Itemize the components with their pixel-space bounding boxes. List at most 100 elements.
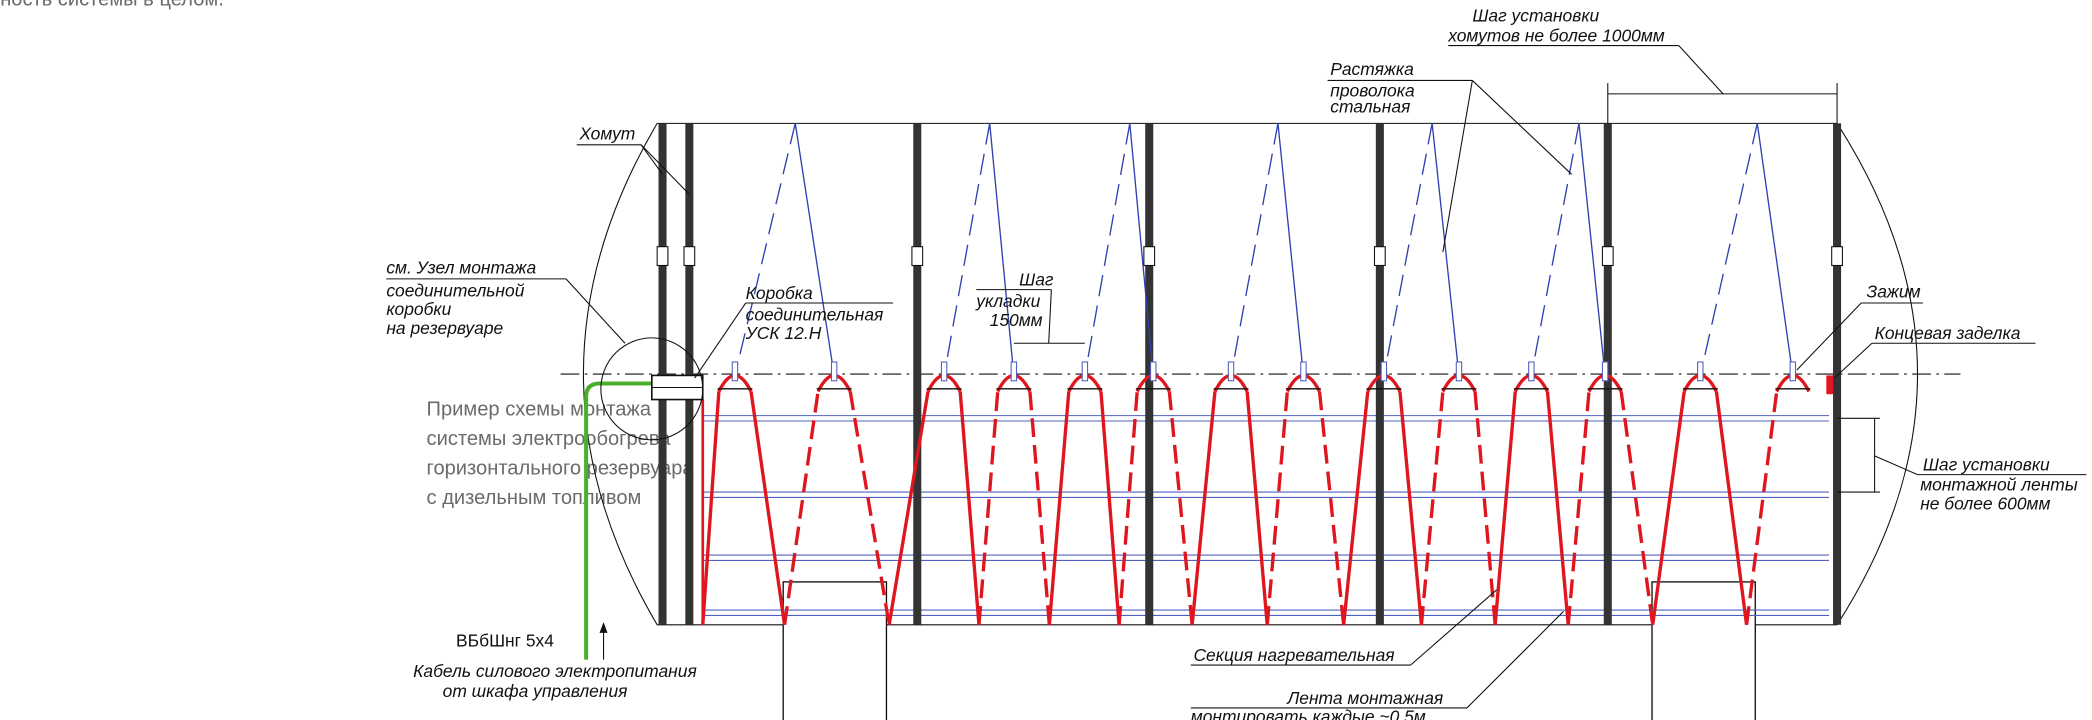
label: соединительной (386, 280, 524, 300)
grip (940, 361, 948, 382)
heat-leg (1566, 391, 1591, 625)
leader (565, 278, 626, 344)
heat-leg (782, 391, 820, 626)
clamp-band (1833, 123, 1842, 625)
clamp-band (913, 123, 922, 625)
grip (1455, 361, 1463, 382)
grip (1697, 361, 1704, 382)
guy-wires (734, 123, 1794, 376)
heat-leg (1028, 391, 1052, 625)
heat-leg (1341, 391, 1370, 625)
leader (1834, 342, 1873, 379)
heat-leg (1398, 391, 1424, 625)
label: Коробка (746, 283, 813, 303)
caption-line: системы электрообогрева (427, 428, 672, 450)
clamp-band (1145, 123, 1154, 625)
support (1651, 581, 1756, 720)
label: см. Узел монтажа (386, 258, 536, 278)
guy-wire (1084, 123, 1131, 376)
leaders (386, 45, 2087, 709)
label: проволока (1330, 81, 1415, 101)
tank (560, 122, 1961, 720)
label: 150мм (990, 310, 1043, 330)
heat-leg (1265, 391, 1290, 625)
heat-leg (1473, 391, 1497, 625)
guy-wire (1530, 123, 1580, 376)
label: УСК 12.Н (745, 323, 822, 343)
detail-circle (600, 337, 704, 441)
guy-wire (1129, 123, 1154, 376)
guy-wire (1699, 123, 1758, 376)
grip (830, 361, 838, 382)
guy-wire (1383, 123, 1433, 376)
label: Шаг установки (1472, 5, 1599, 25)
grip (1227, 361, 1235, 382)
guy-wire (794, 123, 835, 376)
clamp-bolt (656, 246, 669, 267)
label: монтировать каждые ~0,5м (1191, 707, 1426, 720)
leader (1410, 589, 1497, 666)
heat-leg (749, 391, 787, 626)
tank-left-dome (582, 123, 658, 626)
clamp-bolt (683, 246, 696, 267)
heat-leg (701, 391, 721, 625)
heat-leg (1047, 391, 1071, 625)
label: Шаг установки (1923, 455, 2050, 475)
leader (694, 302, 747, 379)
label: Зажим (1867, 282, 1921, 302)
label: Секция нагревательная (1193, 645, 1394, 665)
green-cable (584, 381, 652, 660)
grip (1528, 361, 1535, 382)
label: на резервуаре (386, 318, 503, 338)
grip (1300, 361, 1307, 382)
heat-leg (1714, 391, 1749, 626)
label: ВБбШнг 5х4 (456, 630, 554, 650)
label: укладки (975, 291, 1040, 311)
label: Шаг (1019, 270, 1054, 290)
arrow-head (599, 622, 608, 633)
heat-leg (958, 391, 981, 625)
label: Концевая заделка (1875, 323, 2021, 343)
grip (731, 361, 739, 382)
grip (1789, 361, 1797, 382)
label: монтажной ленты (1920, 475, 2078, 495)
heat-leg (887, 391, 930, 626)
grip (1010, 361, 1018, 382)
leader (1442, 80, 1473, 253)
leader (640, 144, 690, 195)
guy-wire (989, 123, 1015, 376)
guy-wire (1431, 123, 1460, 376)
labels: Хомут см. Узел монтажа соединительной ко… (386, 5, 2077, 720)
leader (1678, 45, 1724, 95)
heat-leg (1493, 391, 1517, 625)
support (782, 581, 888, 720)
clamp-bolt (1373, 246, 1386, 267)
heat-leg (1744, 391, 1779, 626)
power-cable (584, 337, 704, 660)
guy-wire (1578, 123, 1606, 376)
leader (1472, 80, 1572, 175)
leader (1796, 302, 1862, 371)
heat-leg (1117, 391, 1139, 625)
caption-line: Пример схемы монтажа (427, 399, 652, 421)
label: стальная (1330, 97, 1410, 117)
heat-leg (1419, 391, 1445, 625)
heat-leg (1167, 391, 1194, 625)
heat-leg (1099, 391, 1121, 625)
clamp-band (1375, 123, 1384, 625)
leader (1466, 611, 1564, 709)
heat-leg (1619, 391, 1655, 626)
label: соединительная (746, 304, 884, 324)
guy-wire (943, 123, 991, 376)
leader (1874, 455, 1918, 476)
clamp-band (685, 123, 694, 625)
grip (1081, 361, 1089, 382)
label: Кабель силового электропитания (413, 661, 697, 681)
guy-wire (734, 123, 796, 376)
guy-wire (1230, 123, 1279, 376)
caption-line: с дизельным топливом (427, 487, 642, 509)
heat-leg (1190, 391, 1217, 625)
label: хомутов не более 1000мм (1447, 26, 1665, 46)
leader (640, 144, 663, 175)
